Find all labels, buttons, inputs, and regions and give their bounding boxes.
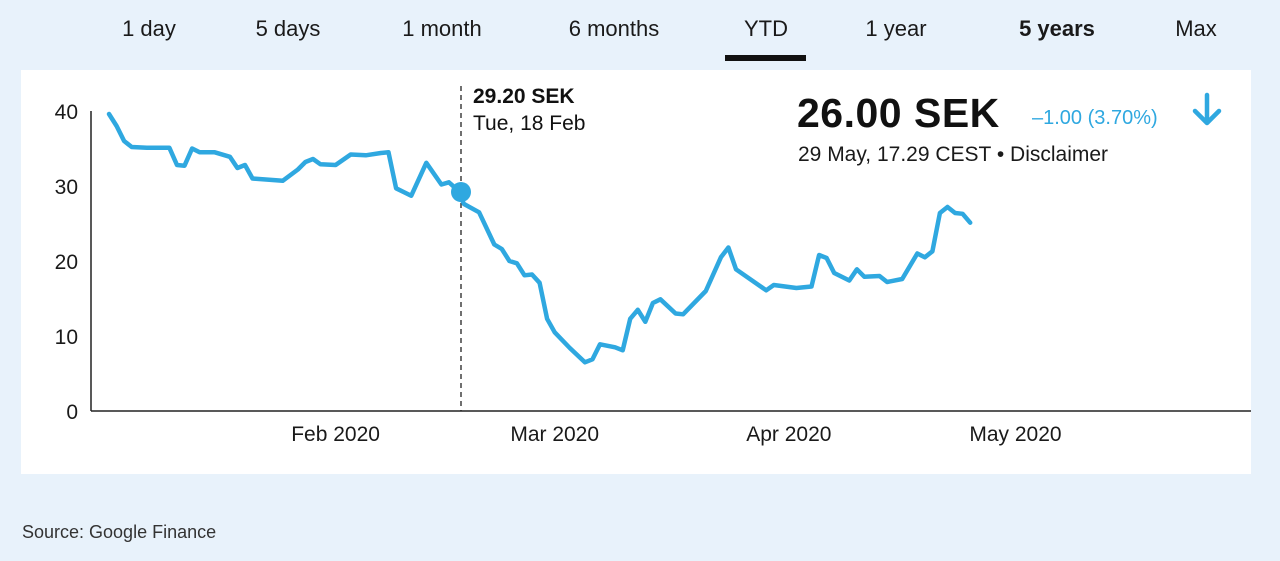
period-tabs: 1 day 5 days 1 month 6 months YTD 1 year… [0, 0, 1280, 64]
y-tick-label: 30 [55, 176, 78, 199]
arrow-down-icon [1192, 92, 1222, 126]
x-tick-label: Apr 2020 [746, 423, 831, 446]
quote-subline: 29 May, 17.29 CEST • Disclaimer [798, 143, 1108, 167]
bullet-separator: • [996, 143, 1005, 166]
y-tick-label: 20 [55, 251, 78, 274]
selected-tab-indicator [725, 55, 806, 61]
price-change: –1.00 (3.70%) [1032, 107, 1158, 129]
y-tick-label: 0 [66, 401, 78, 424]
x-tick-label: Feb 2020 [291, 423, 380, 446]
tab-1-year[interactable]: 1 year [865, 16, 927, 41]
tab-5-years[interactable]: 5 years [1019, 16, 1095, 41]
y-tick-label: 40 [55, 101, 78, 124]
x-tick-label: Mar 2020 [510, 423, 599, 446]
chart-card [21, 70, 1251, 474]
disclaimer-link[interactable]: Disclaimer [1010, 143, 1109, 166]
tab-1-month[interactable]: 1 month [402, 16, 482, 41]
price-line [106, 111, 973, 365]
tab-max[interactable]: Max [1175, 16, 1217, 41]
quote-timestamp: 29 May, 17.29 CEST [798, 143, 991, 166]
tab-6-months[interactable]: 6 months [568, 16, 660, 41]
tooltip-date: Tue, 18 Feb [473, 112, 586, 135]
tab-5-days[interactable]: 5 days [255, 16, 321, 41]
tooltip-price: 29.20 SEK [473, 85, 575, 108]
source-note: Source: Google Finance [22, 522, 217, 542]
tab-ytd[interactable]: YTD [744, 16, 788, 41]
tab-1-day[interactable]: 1 day [122, 16, 176, 41]
x-tick-label: May 2020 [969, 423, 1061, 446]
hover-point [451, 182, 471, 202]
y-tick-label: 10 [55, 326, 78, 349]
current-price: 26.00 SEK [797, 90, 1000, 136]
